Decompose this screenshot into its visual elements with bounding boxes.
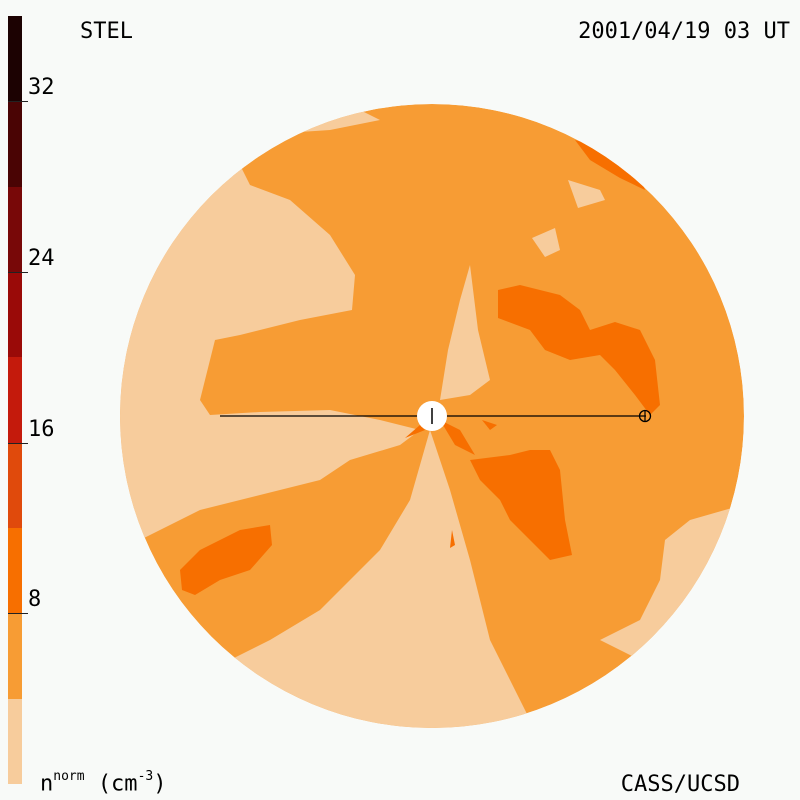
- region-low-bottom: [200, 430, 540, 728]
- color-scale-level-7: [8, 101, 22, 187]
- unit-close: ): [153, 771, 167, 797]
- color-scale-tick-label: 16: [28, 416, 55, 442]
- region-high-left: [180, 525, 272, 595]
- region-high-center-2: [400, 425, 425, 440]
- color-scale-level-4: [8, 357, 22, 443]
- color-scale-tick-label: 32: [28, 75, 55, 101]
- unit-base: n: [40, 771, 54, 797]
- unit-exponent: -3: [137, 769, 154, 784]
- color-scale-tick-label: 24: [28, 246, 55, 271]
- region-low-center: [440, 265, 490, 400]
- color-scale-level-3: [8, 442, 22, 528]
- observatory-label: STEL: [80, 19, 133, 44]
- region-high-upper-right: [498, 285, 660, 415]
- region-high-top-right: [575, 140, 645, 190]
- region-low-patch-1: [568, 180, 605, 208]
- color-scale-bar: [8, 16, 22, 784]
- color-scale-tick: [8, 272, 28, 273]
- color-scale-tick: [8, 101, 28, 103]
- color-scale-tick: [8, 613, 28, 615]
- color-scale-level-8: [8, 16, 22, 102]
- region-high-center-3: [482, 420, 497, 430]
- unit-text: (cm: [97, 771, 138, 797]
- color-scale-level-5: [8, 272, 22, 358]
- datetime-label: 2001/04/19 03 UT: [578, 19, 790, 44]
- unit-label: nnorm (cm-3): [40, 769, 167, 797]
- color-scale-level-0: [8, 698, 22, 784]
- region-low-patch-2: [532, 228, 560, 257]
- region-high-center-1: [440, 420, 475, 455]
- region-high-center-4: [450, 530, 455, 548]
- color-scale-level-2: [8, 528, 22, 614]
- color-scale-tick: [8, 442, 28, 444]
- color-scale-level-1: [8, 613, 22, 699]
- color-scale-level-6: [8, 186, 22, 272]
- color-scale-tick-label: 8: [28, 587, 42, 613]
- credit-label: CASS/UCSD: [620, 772, 740, 797]
- region-low-left: [120, 130, 420, 560]
- region-high-mid-right: [470, 450, 572, 560]
- unit-super: norm: [53, 769, 85, 784]
